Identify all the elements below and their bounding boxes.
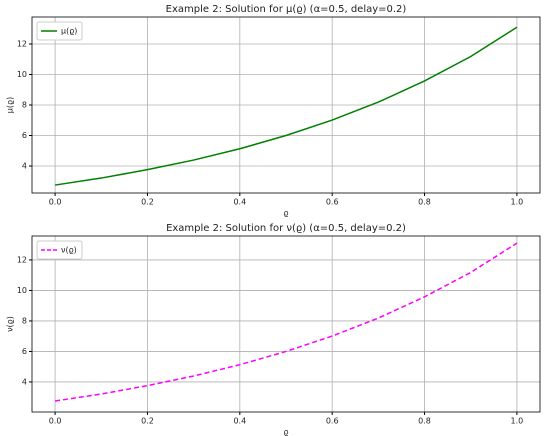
x-tick-label: 0.0 [49,198,62,207]
plot-frame [31,235,541,413]
x-tick-label: 1.0 [511,417,524,426]
x-tick-label: 0.6 [326,417,339,426]
legend-label: ν(ϱ) [61,246,77,255]
line [54,26,518,186]
y-tick-label: 8 [22,316,27,325]
y-tick-label: 8 [22,101,27,110]
x-axis-label: ϱ [283,209,288,218]
y-tick-label: 12 [17,39,27,48]
y-axis-label: ν(ϱ) [6,316,15,332]
x-tick-label: 0.2 [141,198,154,207]
x-tick-label: 0.4 [233,417,246,426]
chart-title: Example 2: Solution for ν(ϱ) (α=0.5, del… [166,223,406,234]
x-tick-label: 0.4 [233,198,246,207]
chart-title: Example 2: Solution for μ(ϱ) (α=0.5, del… [166,4,407,15]
x-tick-label: 0.8 [418,417,431,426]
legend-box [36,21,83,41]
y-tick-label: 6 [22,131,27,140]
y-tick-label: 10 [17,286,27,295]
plot-frame [31,16,541,194]
x-tick-label: 1.0 [511,198,524,207]
line [54,242,518,402]
legend-label: μ(ϱ) [61,27,77,36]
x-tick-label: 0.2 [141,417,154,426]
y-tick-label: 10 [17,70,27,79]
y-tick-label: 12 [17,255,27,264]
x-tick-label: 0.8 [418,198,431,207]
y-tick-label: 4 [22,162,27,171]
y-axis-label: μ(ϱ) [6,97,15,113]
y-tick-label: 6 [22,347,27,356]
y-tick-label: 4 [22,377,27,386]
x-tick-label: 0.0 [49,417,62,426]
legend-box [36,240,83,260]
x-tick-label: 0.6 [326,198,339,207]
x-axis-label: ϱ [283,428,288,436]
